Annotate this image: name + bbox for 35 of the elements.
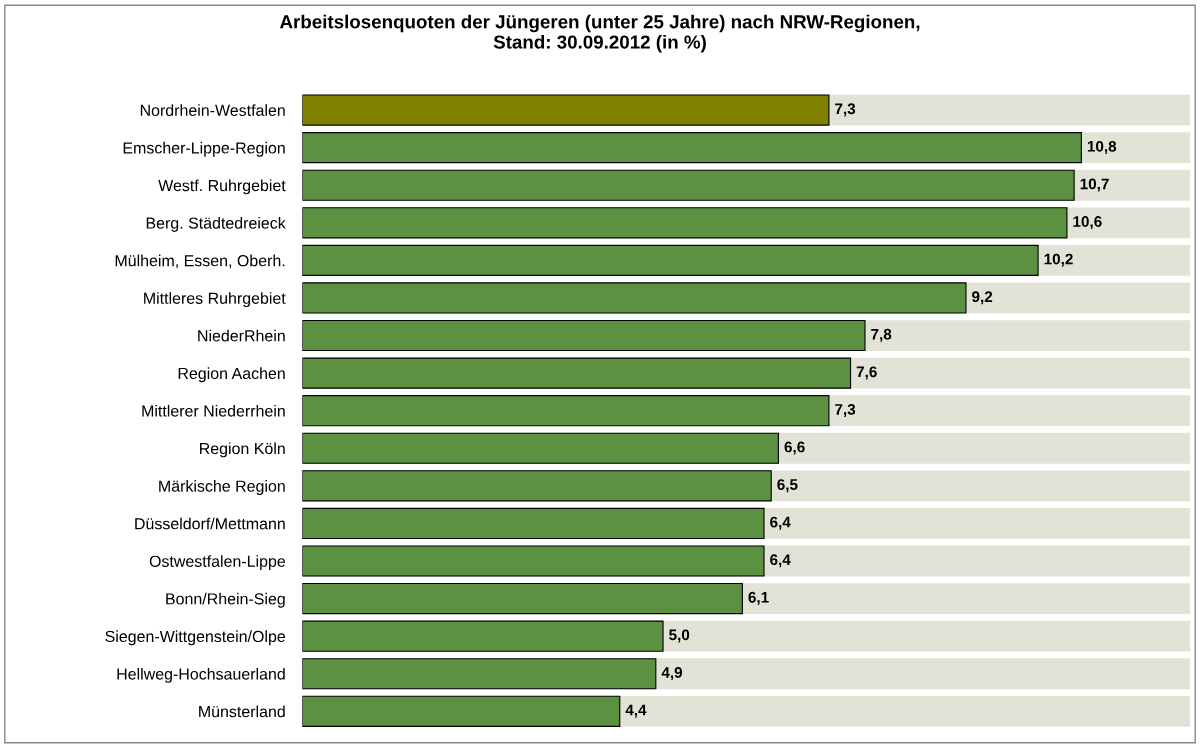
y-tick-label: Nordrhein-Westfalen <box>140 104 285 117</box>
y-tick-label: NiederRhein <box>198 329 285 342</box>
y-tick-label: Mittlerer Niederrhein <box>142 404 285 417</box>
data-label: 7,8 <box>871 328 892 342</box>
y-tick-label: Region Köln <box>200 442 285 458</box>
data-label: 4,4 <box>625 704 647 718</box>
data-label: 5,0 <box>669 629 690 643</box>
y-tick-label: Ostwestfalen-Lippe <box>149 555 286 571</box>
data-label: 6,4 <box>770 554 791 568</box>
data-label: 10,6 <box>1073 216 1102 230</box>
y-tick-label: Region Aachen <box>178 367 285 383</box>
y-tick-label: Märkische Region <box>159 480 285 495</box>
y-tick-label: Westf. Ruhrgebiet <box>158 179 286 195</box>
y-tick-label: Hellweg-Hochsauerland <box>117 667 285 683</box>
y-tick-label: Bonn/Rhein-Sieg <box>166 592 285 608</box>
data-label: 6,1 <box>748 591 769 605</box>
data-label: 7,3 <box>835 403 856 418</box>
data-label: 6,5 <box>777 479 798 493</box>
data-label: 7,6 <box>856 366 877 380</box>
y-tick-label: Düsseldorf/Mettmann <box>135 517 285 530</box>
chart-title: Arbeitslosenquoten der Jüngeren (unter 25 Jahre) nach NRW-Regionen, Stand: 30.09.2012 (in %) <box>279 14 920 53</box>
data-label: 10,7 <box>1080 178 1109 192</box>
y-tick-label: Mittleres Ruhrgebiet <box>144 292 286 308</box>
y-tick-label: Siegen-Wittgenstein/Olpe <box>105 630 286 646</box>
data-label: 6,4 <box>770 516 791 530</box>
y-tick-label: Emscher-Lippe-Region <box>123 141 285 157</box>
y-tick-label: Münsterland <box>199 705 285 718</box>
data-label: 4,9 <box>661 667 683 681</box>
data-label: 10,2 <box>1044 253 1073 267</box>
y-tick-label: Mülheim, Essen, Oberh. <box>115 254 285 269</box>
data-label: 6,6 <box>784 441 805 455</box>
data-label: 9,2 <box>972 291 993 305</box>
data-label: 10,8 <box>1087 140 1117 154</box>
data-label: 7,3 <box>835 103 856 117</box>
y-tick-label: Berg. Städtedreieck <box>146 217 286 232</box>
